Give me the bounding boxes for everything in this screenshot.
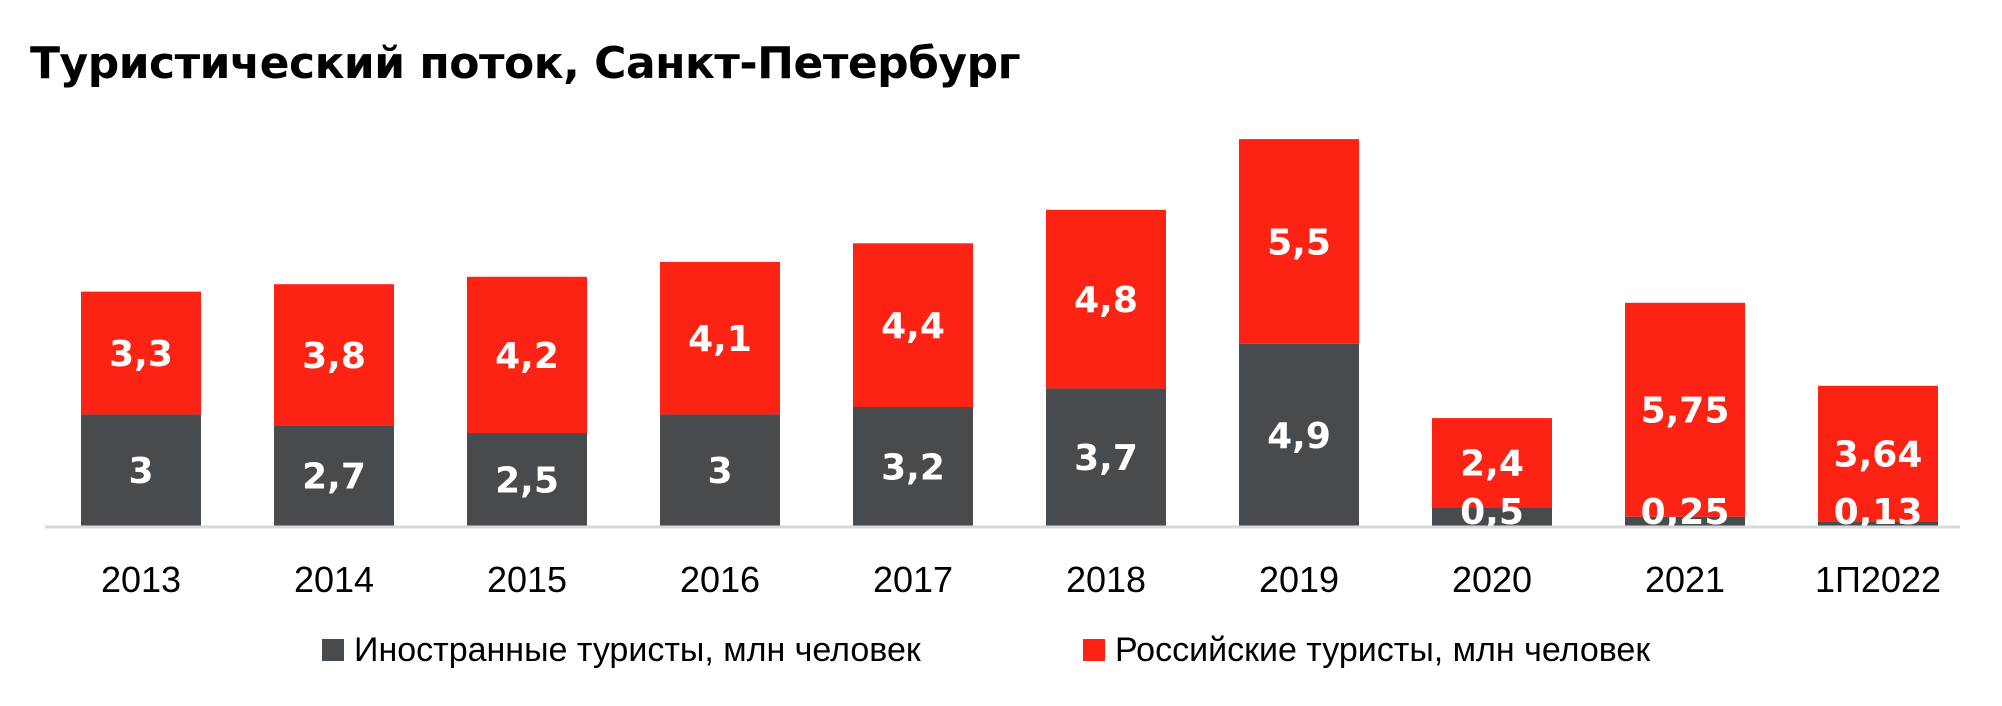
bar-russian-1П2022[interactable] bbox=[1818, 385, 1938, 522]
bar-foreign-2017[interactable] bbox=[853, 407, 973, 526]
legend-item-russian[interactable]: Российские туристы, млн человек bbox=[1083, 628, 1650, 672]
bar-russian-2016[interactable] bbox=[660, 261, 780, 415]
chart-title: Туристический поток, Санкт-Петербург bbox=[30, 38, 1021, 89]
data-label-russian-2016: 4,1 bbox=[688, 319, 752, 360]
bar-russian-2017[interactable] bbox=[853, 243, 973, 407]
bar-labels-layer: 33,32,73,82,54,234,13,24,43,74,84,95,50,… bbox=[109, 222, 1922, 533]
data-label-russian-2018: 4,8 bbox=[1074, 280, 1138, 321]
bar-russian-2018[interactable] bbox=[1046, 209, 1166, 389]
bar-foreign-1П2022[interactable] bbox=[1818, 521, 1938, 526]
x-tick-label-2014: 2014 bbox=[294, 559, 374, 600]
legend-label-foreign: Иностранные туристы, млн человек bbox=[354, 630, 921, 669]
data-label-foreign-2014: 2,7 bbox=[302, 457, 366, 498]
x-tick-label-2013: 2013 bbox=[101, 559, 181, 600]
data-label-foreign-2017: 3,2 bbox=[881, 447, 945, 488]
bars-layer bbox=[81, 139, 1938, 526]
data-label-foreign-2018: 3,7 bbox=[1074, 438, 1138, 479]
legend-label-russian: Российские туристы, млн человек bbox=[1115, 630, 1651, 669]
bar-russian-2013[interactable] bbox=[81, 291, 201, 415]
x-tick-label-2020: 2020 bbox=[1452, 559, 1532, 600]
bar-russian-2021[interactable] bbox=[1625, 302, 1745, 517]
x-tick-label-2021: 2021 bbox=[1645, 559, 1725, 600]
bar-foreign-2015[interactable] bbox=[467, 433, 587, 526]
x-tick-label-2016: 2016 bbox=[680, 559, 760, 600]
data-label-foreign-2013: 3 bbox=[128, 451, 153, 492]
x-tick-label-2017: 2017 bbox=[873, 559, 953, 600]
legend-swatch-foreign bbox=[322, 639, 344, 661]
data-label-russian-2021: 5,75 bbox=[1641, 391, 1730, 432]
bar-russian-2019[interactable] bbox=[1239, 139, 1359, 344]
bar-foreign-2013[interactable] bbox=[81, 414, 201, 526]
x-axis-ticks: 2013 2014 2015 2016 2017 2018 2019 2020 2021 1П20… bbox=[101, 559, 1941, 600]
bar-foreign-2018[interactable] bbox=[1046, 388, 1166, 526]
x-tick-label-1П2022: 1П2022 bbox=[1815, 559, 1941, 600]
bar-foreign-2019[interactable] bbox=[1239, 343, 1359, 526]
data-label-russian-2015: 4,2 bbox=[495, 336, 559, 377]
bar-foreign-2020[interactable] bbox=[1432, 507, 1552, 526]
legend-item-foreign[interactable]: Иностранные туристы, млн человек bbox=[322, 628, 921, 672]
data-label-russian-1П2022: 3,64 bbox=[1834, 434, 1923, 475]
legend-swatch-russian bbox=[1083, 639, 1105, 661]
data-label-russian-2019: 5,5 bbox=[1267, 222, 1331, 263]
bar-russian-2020[interactable] bbox=[1432, 418, 1552, 508]
data-label-foreign-2016: 3 bbox=[707, 451, 732, 492]
data-label-foreign-2019: 4,9 bbox=[1267, 416, 1331, 457]
bar-foreign-2016[interactable] bbox=[660, 414, 780, 526]
x-tick-label-2019: 2019 bbox=[1259, 559, 1339, 600]
data-label-russian-2020: 2,4 bbox=[1460, 444, 1524, 485]
data-label-foreign-2015: 2,5 bbox=[495, 461, 559, 502]
bar-foreign-2014[interactable] bbox=[274, 425, 394, 526]
bar-russian-2014[interactable] bbox=[274, 284, 394, 426]
legend: Иностранные туристы, млн человек Российс… bbox=[0, 628, 2002, 672]
data-label-russian-2014: 3,8 bbox=[302, 336, 366, 377]
data-label-russian-2017: 4,4 bbox=[881, 306, 945, 347]
x-tick-label-2018: 2018 bbox=[1066, 559, 1146, 600]
bar-russian-2015[interactable] bbox=[467, 276, 587, 433]
x-tick-label-2015: 2015 bbox=[487, 559, 567, 600]
bar-foreign-2021[interactable] bbox=[1625, 516, 1745, 526]
data-label-russian-2013: 3,3 bbox=[109, 334, 173, 375]
